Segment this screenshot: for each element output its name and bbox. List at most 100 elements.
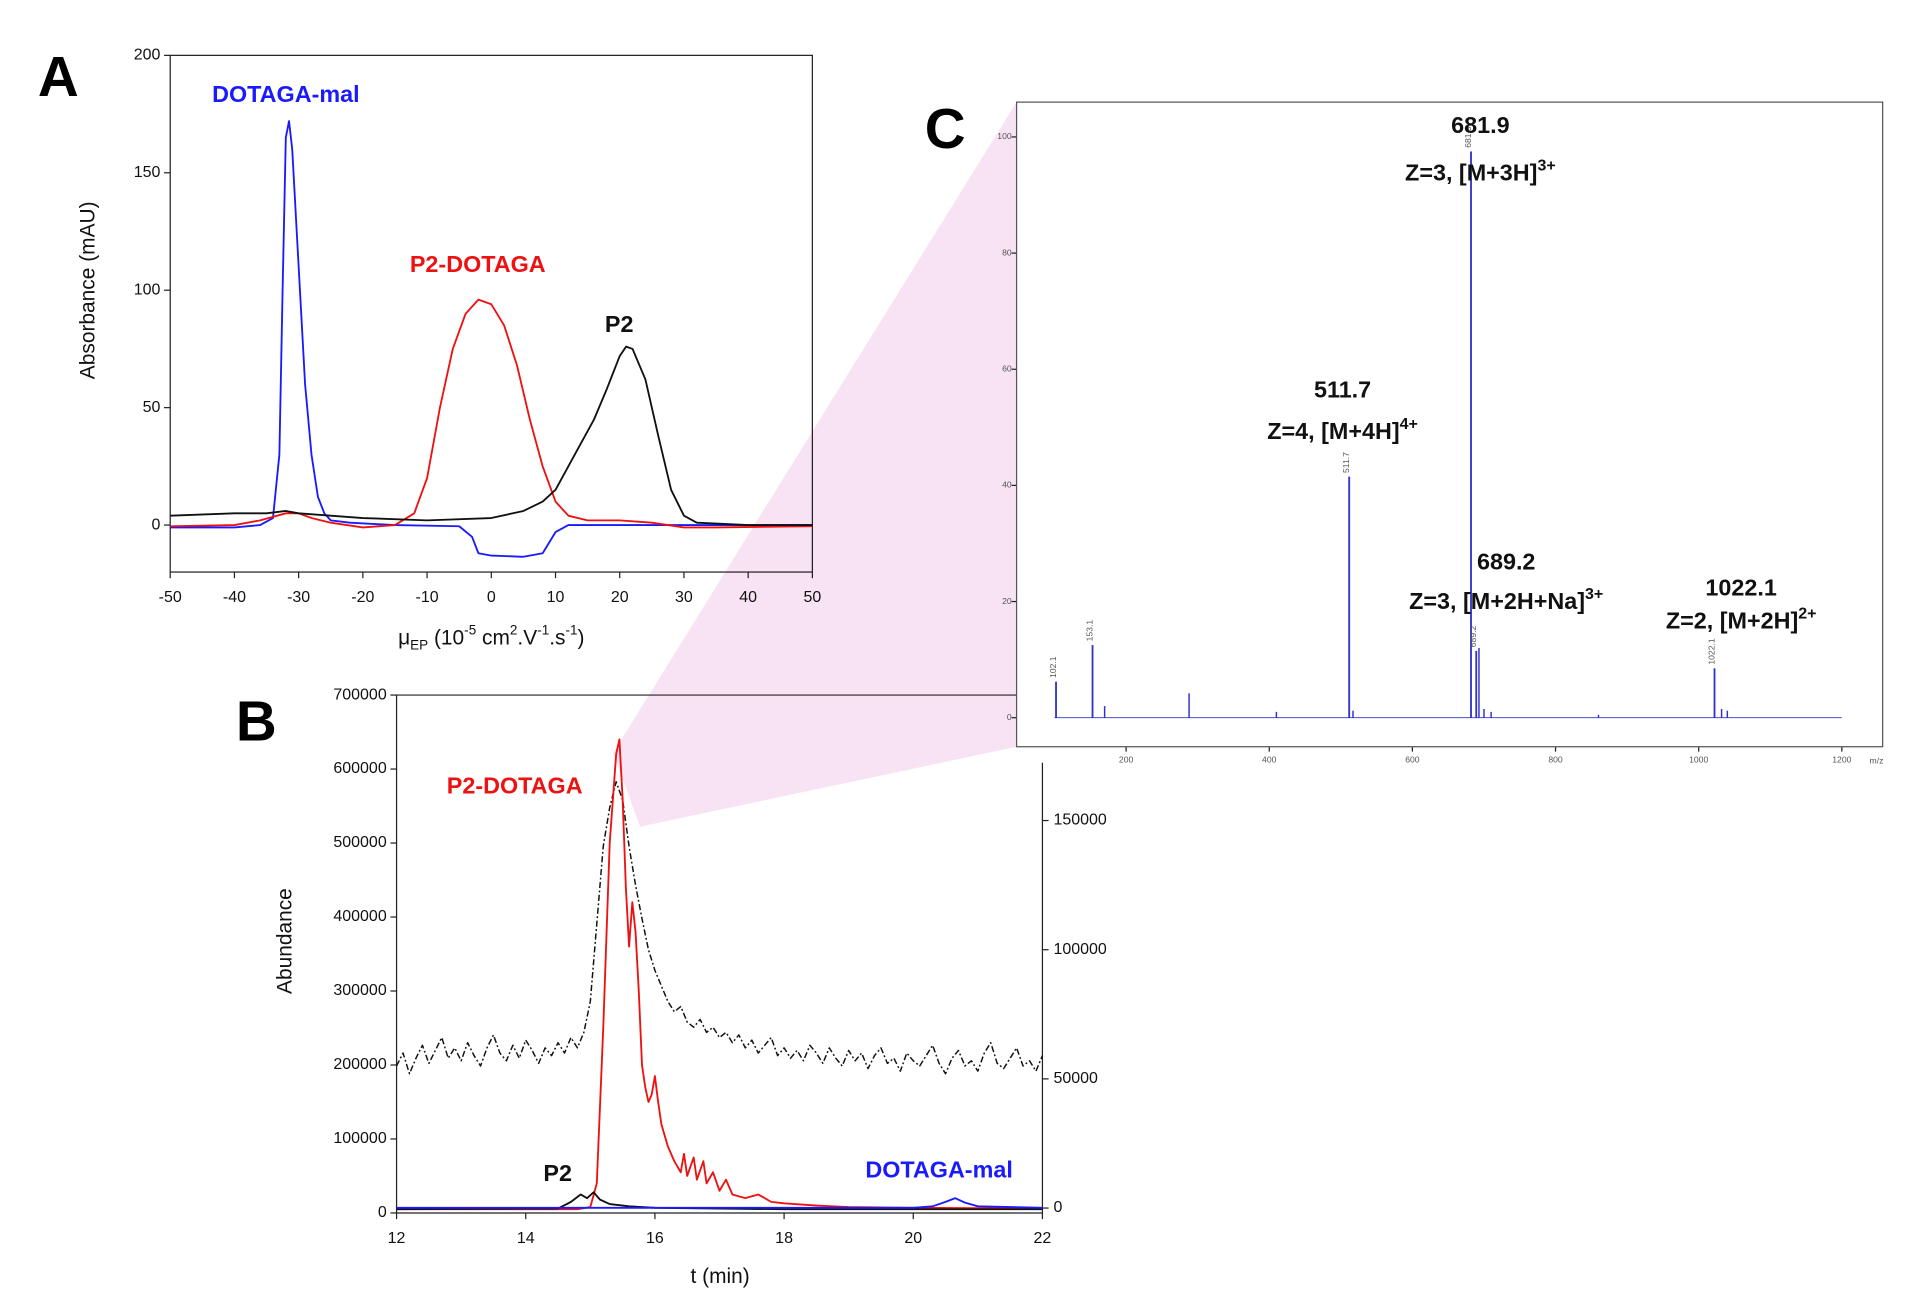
ion-charge: 3+ bbox=[1585, 586, 1603, 603]
x-tick-label: -10 bbox=[416, 589, 439, 606]
plot-frame bbox=[1015, 101, 1884, 748]
y-tick-label: 0 bbox=[151, 516, 160, 533]
y-axis-label: Absorbance (mAU) bbox=[77, 201, 100, 379]
x-tick-label: 0 bbox=[487, 589, 496, 606]
y-axis-label: Abundance bbox=[273, 888, 296, 994]
y-tick-label: 400000 bbox=[333, 908, 386, 925]
y-tick-label: 40 bbox=[1002, 480, 1012, 490]
peak-label: 153.1 bbox=[1084, 620, 1094, 642]
x-tick-label: 800 bbox=[1548, 755, 1563, 765]
annotation-ion: Z=4, [M+4H]4+ bbox=[1267, 416, 1418, 444]
y-tick-label: 700000 bbox=[333, 686, 386, 703]
label-part: .V bbox=[517, 626, 537, 649]
y-tick-label: 100 bbox=[134, 281, 161, 298]
peak-label: 511.7 bbox=[1341, 452, 1351, 473]
plot-frame bbox=[169, 54, 813, 573]
y-tick-label: 0 bbox=[1007, 712, 1012, 722]
ion-label: Z=3, [M+3H] bbox=[1405, 160, 1537, 186]
y-tick-label: 200000 bbox=[333, 1056, 386, 1073]
label-part: μ bbox=[398, 626, 410, 649]
series-name: P2-DOTAGA bbox=[410, 251, 546, 277]
label-part: -5 bbox=[464, 623, 476, 638]
x-tick-label: 200 bbox=[1119, 755, 1134, 765]
annotation-mz: 1022.1 bbox=[1705, 574, 1776, 600]
annotation-mz: 681.9 bbox=[1451, 112, 1509, 138]
series-name: P2 bbox=[605, 311, 634, 337]
ion-charge: 2+ bbox=[1798, 605, 1816, 622]
series-name: P2-DOTAGA bbox=[447, 772, 583, 798]
y-tick-label: 100 bbox=[997, 131, 1012, 141]
label-part: (10 bbox=[428, 626, 464, 649]
label-part: ) bbox=[578, 626, 585, 649]
axis-label: μEP (10-5 cm2.V-1.s-1) bbox=[398, 623, 584, 653]
panel-letter: A bbox=[38, 45, 79, 108]
panel-letter: B bbox=[236, 690, 277, 753]
x-tick-label: 40 bbox=[739, 589, 757, 606]
series-name: P2 bbox=[543, 1160, 572, 1186]
x-tick-label: 16 bbox=[646, 1230, 664, 1247]
axis-label: t (min) bbox=[690, 1264, 749, 1287]
y-tick-label: 150 bbox=[134, 164, 161, 181]
plot-background bbox=[1016, 102, 1883, 747]
x-tick-label: -50 bbox=[159, 589, 182, 606]
y2-tick-label: 100000 bbox=[1053, 941, 1106, 958]
y-tick-label: 60 bbox=[1002, 364, 1012, 374]
y-tick-label: 20 bbox=[1002, 596, 1012, 606]
x-tick-label: 1000 bbox=[1689, 755, 1708, 765]
annotation-ion: Z=2, [M+2H]2+ bbox=[1666, 605, 1817, 633]
x-tick-label: 14 bbox=[517, 1230, 535, 1247]
series-line bbox=[170, 120, 813, 558]
series-line bbox=[170, 298, 813, 529]
label-part: cm bbox=[476, 626, 510, 649]
y-tick-label: 300000 bbox=[333, 982, 386, 999]
ion-charge: 3+ bbox=[1537, 157, 1555, 174]
x-tick-label: 20 bbox=[904, 1230, 922, 1247]
series-line bbox=[170, 345, 813, 526]
x-tick-label: -30 bbox=[287, 589, 310, 606]
y-tick-label: 100000 bbox=[333, 1130, 386, 1147]
x-tick-label: 12 bbox=[388, 1230, 406, 1247]
x-tick-label: 10 bbox=[547, 589, 565, 606]
ion-label: Z=4, [M+4H] bbox=[1267, 418, 1399, 444]
x-tick-label: 400 bbox=[1262, 755, 1277, 765]
panel-letter: C bbox=[925, 97, 966, 160]
ion-label: Z=2, [M+2H] bbox=[1666, 608, 1798, 634]
y2-tick-label: 150000 bbox=[1053, 812, 1106, 829]
y2-tick-label: 0 bbox=[1053, 1199, 1062, 1216]
annotation-mz: 689.2 bbox=[1477, 549, 1535, 575]
label-part: 2 bbox=[510, 623, 518, 638]
annotation-ion: Z=3, [M+2H+Na]3+ bbox=[1409, 586, 1603, 614]
label-part: t (min) bbox=[690, 1264, 749, 1287]
series-line bbox=[396, 1197, 1043, 1209]
annotation-ion: Z=3, [M+3H]3+ bbox=[1405, 157, 1556, 185]
y-tick-label: 50 bbox=[143, 399, 161, 416]
label-part: -1 bbox=[566, 623, 578, 638]
label-part: m/z bbox=[1870, 756, 1884, 766]
annotation-mz: 511.7 bbox=[1314, 376, 1371, 402]
y-tick-label: 200 bbox=[134, 47, 161, 64]
x-tick-label: 22 bbox=[1034, 1230, 1052, 1247]
axis-label: m/z bbox=[1870, 756, 1884, 766]
peak-label: 681.9 bbox=[1463, 126, 1473, 148]
x-tick-label: 1200 bbox=[1832, 755, 1851, 765]
series-name: DOTAGA-mal bbox=[865, 1156, 1013, 1182]
label-part: -1 bbox=[537, 623, 549, 638]
label-part: EP bbox=[410, 638, 428, 653]
y2-tick-label: 50000 bbox=[1053, 1070, 1098, 1087]
y-tick-label: 500000 bbox=[333, 834, 386, 851]
peak-label: 1022.1 bbox=[1706, 638, 1716, 665]
peak-label: 689.2 bbox=[1468, 625, 1478, 647]
x-tick-label: 600 bbox=[1405, 755, 1420, 765]
x-tick-label: 30 bbox=[675, 589, 693, 606]
zoom-wedge bbox=[613, 102, 1017, 827]
x-tick-label: 20 bbox=[611, 589, 629, 606]
peak-label: 102.1 bbox=[1048, 656, 1058, 678]
x-tick-label: 50 bbox=[803, 589, 821, 606]
ion-label: Z=3, [M+2H+Na] bbox=[1409, 588, 1585, 614]
series-line bbox=[395, 781, 1044, 1075]
y-tick-label: 0 bbox=[378, 1204, 387, 1221]
y-tick-label: 600000 bbox=[333, 760, 386, 777]
label-part: .s bbox=[549, 626, 565, 649]
y-tick-label: 80 bbox=[1002, 247, 1012, 257]
